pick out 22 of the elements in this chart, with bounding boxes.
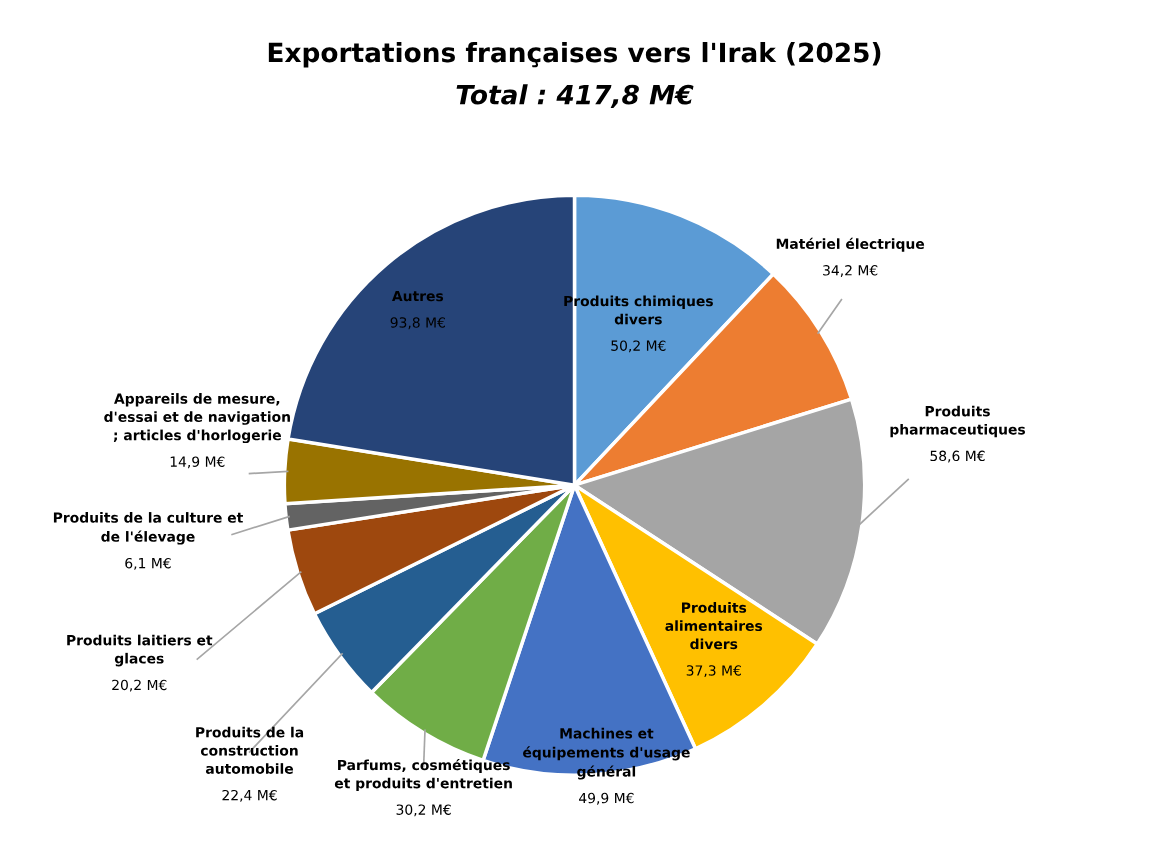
data-label: 50,2 M€	[611, 340, 666, 353]
data-label: 58,6 M€	[930, 450, 985, 463]
data-label: 22,4 M€	[222, 789, 277, 802]
slice-label: Produits de la culture et de l'élevage	[53, 512, 243, 545]
data-label: 6,1 M€	[125, 557, 171, 570]
data-label: 34,2 M€	[823, 265, 878, 277]
slice-label: Matériel électrique	[776, 237, 925, 252]
data-label: 93,8 M€	[390, 317, 445, 330]
slice-label: Autres	[391, 290, 444, 302]
chart-title: Exportations françaises vers l'Irak (2025)	[268, 42, 881, 68]
data-label: 14,9 M€	[170, 456, 225, 469]
slice-label: Parfums, cosmétiques et produits d'entretien	[334, 758, 512, 792]
chart-subtitle: Total : 417,8 M€	[456, 84, 694, 108]
slice-label: Appareils de mesure, d'essai et de navigation ; articles d'horlogerie	[104, 393, 290, 444]
data-label: 37,3 M€	[686, 665, 741, 678]
data-label: 49,9 M€	[579, 792, 634, 805]
data-label: 30,2 M€	[396, 804, 451, 817]
slice-label: Produits pharmaceutiques	[890, 405, 1026, 438]
slice-label: Produits de la construction automobile	[196, 726, 304, 774]
data-label: 20,2 M€	[112, 679, 167, 692]
slice-label: Produits alimentaires divers	[665, 602, 763, 650]
slice-label: Produits laitiers et glaces	[67, 634, 213, 667]
